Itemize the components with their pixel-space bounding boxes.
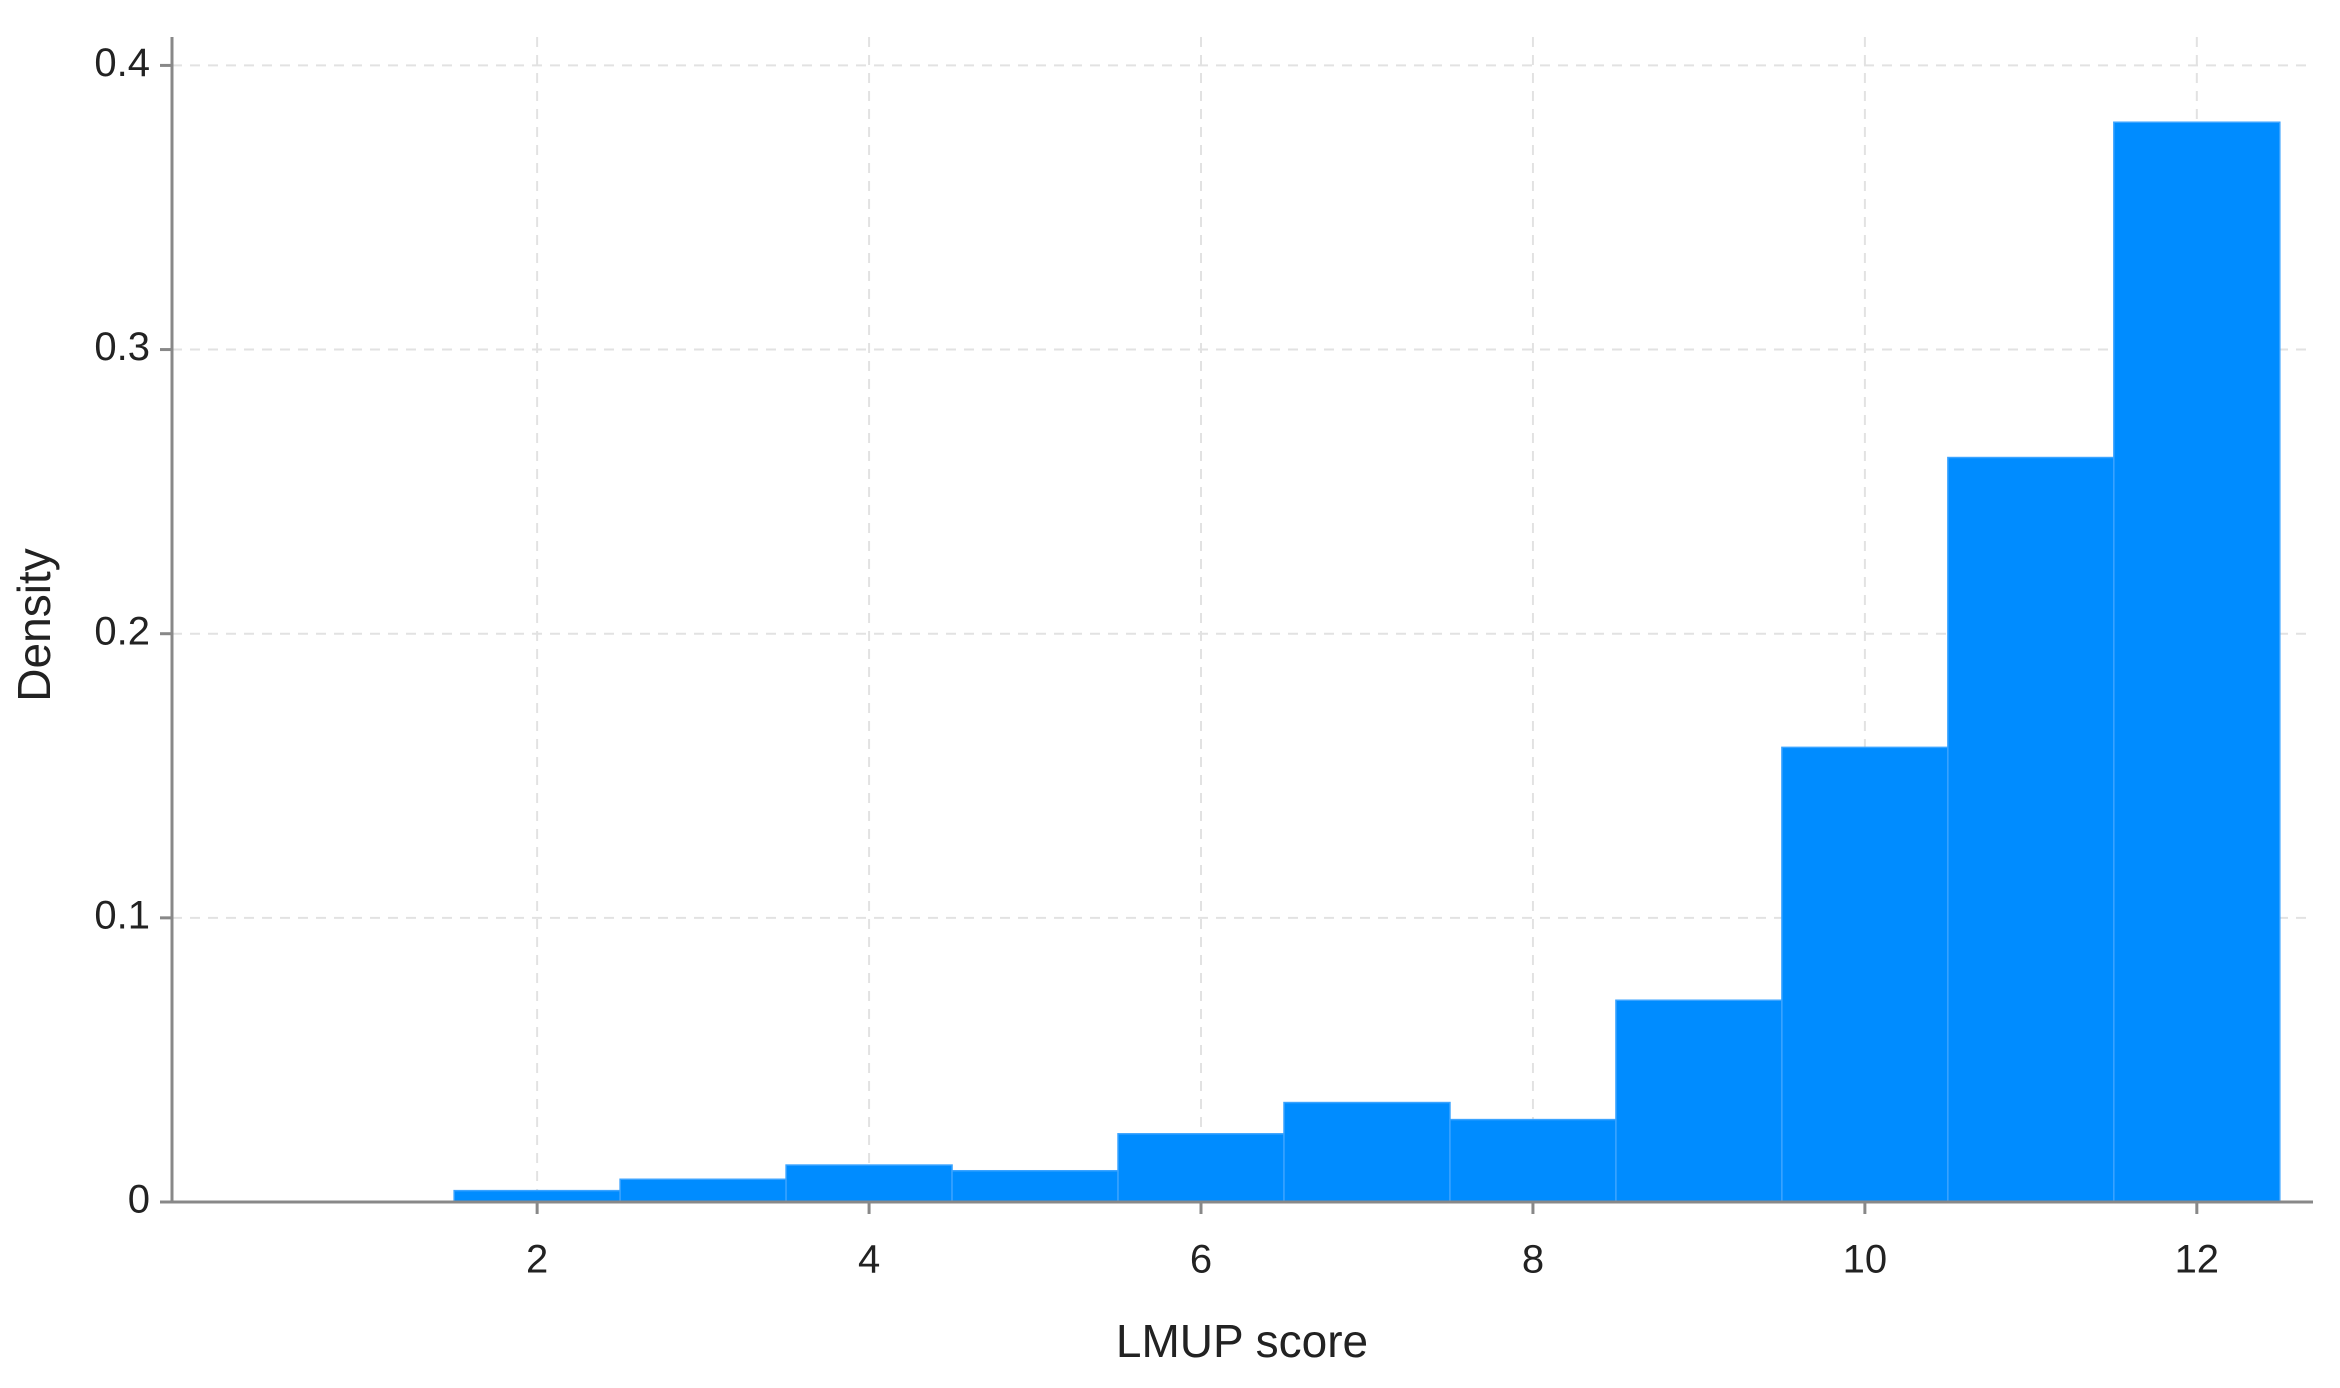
y-tick-label: 0.4 xyxy=(94,41,150,85)
bar xyxy=(785,1164,953,1203)
bar xyxy=(1615,999,1783,1203)
bar xyxy=(619,1178,787,1203)
x-tick-label: 4 xyxy=(858,1238,880,1282)
y-tick-label: 0 xyxy=(128,1178,150,1222)
bar xyxy=(1283,1101,1451,1203)
bar xyxy=(951,1169,1119,1203)
bar xyxy=(453,1189,621,1203)
y-tick-label: 0.2 xyxy=(94,609,150,653)
bar xyxy=(2113,121,2281,1203)
y-tick-label: 0.1 xyxy=(94,893,150,937)
x-tick-label: 2 xyxy=(526,1238,548,1282)
y-axis-title: Density xyxy=(8,548,60,701)
x-tick-label: 6 xyxy=(1190,1238,1212,1282)
y-tick-label: 0.3 xyxy=(94,325,150,369)
x-axis-title: LMUP score xyxy=(1116,1315,1368,1367)
x-tick-label: 8 xyxy=(1522,1238,1544,1282)
x-tick-label: 12 xyxy=(2175,1238,2220,1282)
x-tick-label: 10 xyxy=(1843,1238,1888,1282)
bar xyxy=(1449,1118,1617,1203)
bar xyxy=(1781,746,1949,1203)
bar xyxy=(1117,1133,1285,1203)
bar xyxy=(1947,456,2115,1203)
